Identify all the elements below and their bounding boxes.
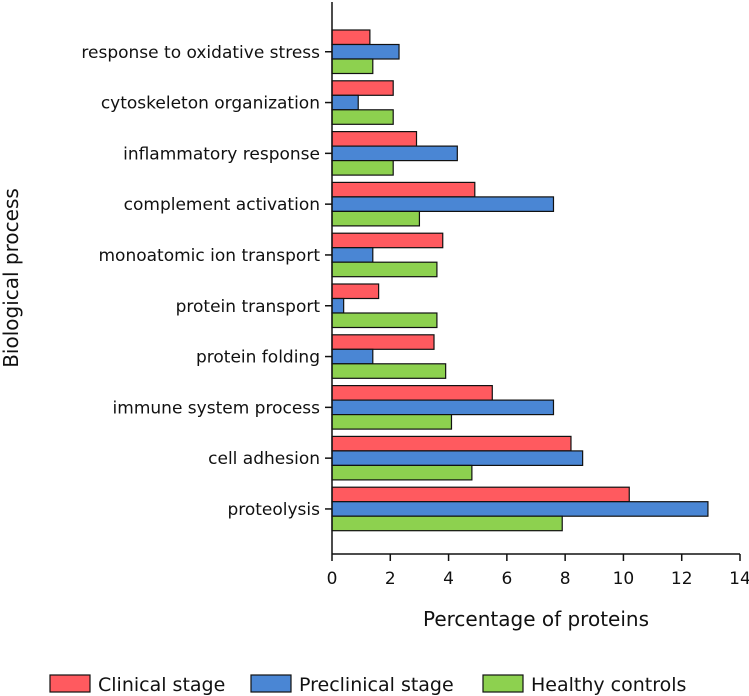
bar-healthy-controls-1: [331, 58, 374, 75]
category-labels: response to oxidative stress cytoskeleton…: [81, 43, 332, 520]
category-label: protein folding: [196, 348, 320, 368]
bar-healthy-controls-9: [331, 464, 473, 481]
bar-healthy-controls-8: [331, 414, 453, 430]
x-tick-label: 6: [501, 569, 512, 589]
bar-healthy-controls-5: [331, 261, 438, 278]
x-axis-title: Percentage of proteins: [423, 607, 649, 631]
category-label: immune system process: [113, 398, 321, 418]
bar-preclinical-stage-7: [331, 348, 374, 365]
bars-group: [331, 29, 709, 532]
bar-preclinical-stage-9: [331, 450, 584, 466]
legend-swatch: [49, 674, 91, 693]
bar-clinical-stage-9: [331, 435, 572, 452]
legend-label: Clinical stage: [98, 674, 225, 696]
bar-healthy-controls-2: [331, 109, 394, 125]
legend-label: Healthy controls: [531, 674, 686, 696]
x-tick-label: 14: [729, 569, 749, 589]
bar-preclinical-stage-8: [331, 399, 555, 416]
bar-clinical-stage-6: [331, 283, 380, 300]
bar-preclinical-stage-4: [331, 196, 555, 212]
x-tick-label: 0: [327, 569, 338, 589]
category-label: complement activation: [124, 195, 320, 215]
bar-clinical-stage-2: [331, 80, 394, 96]
legend: Clinical stage Preclinical stage Healthy c…: [49, 674, 686, 696]
bar-preclinical-stage-1: [331, 43, 400, 60]
category-label: response to oxidative stress: [81, 43, 320, 63]
bar-clinical-stage-3: [331, 131, 418, 147]
legend-swatch: [250, 674, 292, 693]
bar-preclinical-stage-2: [331, 94, 359, 111]
x-tick-label: 12: [671, 569, 693, 589]
bar-preclinical-stage-6: [331, 297, 345, 314]
bar-healthy-controls-4: [331, 210, 421, 227]
bar-healthy-controls-6: [331, 312, 438, 329]
x-axis-ticks: 0 2 4 6 8 10 12 14: [327, 554, 749, 589]
bar-clinical-stage-8: [331, 385, 493, 401]
category-label: protein transport: [176, 297, 321, 317]
bar-clinical-stage-1: [331, 29, 371, 46]
legend-label: Preclinical stage: [299, 674, 454, 696]
x-tick-label: 2: [385, 569, 396, 589]
bar-preclinical-stage-10: [331, 501, 709, 517]
category-label: proteolysis: [227, 500, 320, 520]
bar-preclinical-stage-5: [331, 247, 374, 263]
x-tick-label: 10: [613, 569, 635, 589]
category-label: monoatomic ion transport: [98, 246, 320, 266]
bar-clinical-stage-5: [331, 232, 444, 249]
bar-healthy-controls-7: [331, 363, 447, 379]
x-tick-label: 8: [560, 569, 571, 589]
bar-clinical-stage-4: [331, 181, 476, 198]
category-label: cell adhesion: [208, 449, 320, 469]
category-label: cytoskeleton organization: [101, 94, 320, 114]
legend-swatch: [482, 674, 524, 693]
bar-healthy-controls-3: [331, 160, 394, 176]
category-label: inflammatory response: [123, 144, 320, 164]
bar-healthy-controls-10: [331, 515, 563, 532]
bar-clinical-stage-10: [331, 486, 630, 503]
bar-clinical-stage-7: [331, 334, 435, 350]
x-tick-label: 4: [443, 569, 454, 589]
bar-preclinical-stage-3: [331, 145, 458, 162]
y-axis-title: Biological process: [0, 188, 23, 368]
